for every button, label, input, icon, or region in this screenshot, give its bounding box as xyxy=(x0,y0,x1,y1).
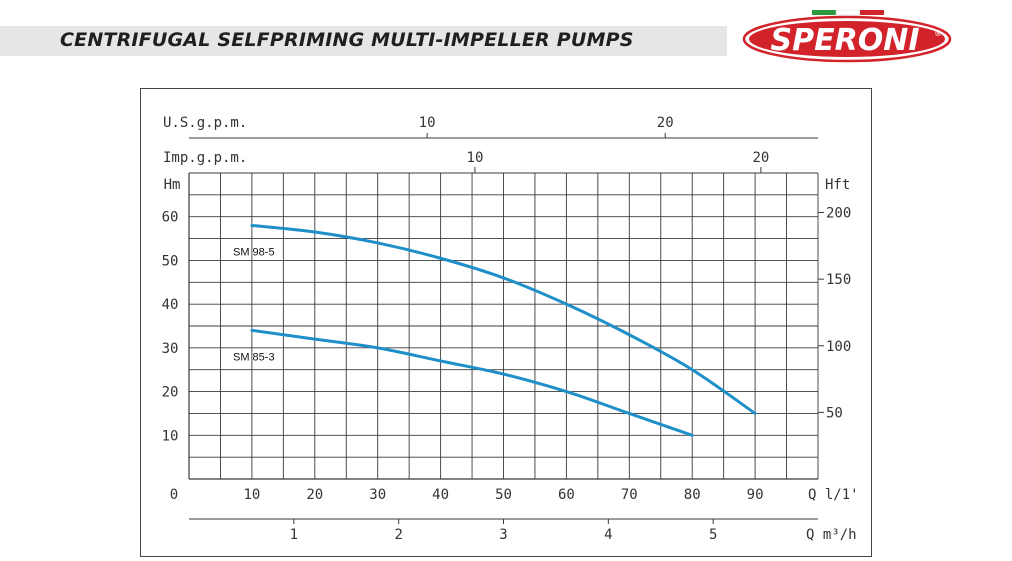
x-axis-label: Q l/1' xyxy=(808,487,859,503)
m3h-tick-label: 4 xyxy=(604,527,612,543)
series-line-2 xyxy=(250,328,694,437)
logo-inner-ellipse xyxy=(749,21,945,57)
page-title: CENTRIFUGAL SELFPRIMING MULTI-IMPELLER P… xyxy=(60,29,634,51)
y-tick-label: 40 xyxy=(162,297,179,313)
impgpm-tick-label: 10 xyxy=(467,150,484,166)
flag-red-stripe xyxy=(860,10,884,15)
x-tick-label: 30 xyxy=(369,487,386,503)
x-tick-label: 40 xyxy=(432,487,449,503)
x-tick-label: 10 xyxy=(243,487,260,503)
usgpm-tick-label: 10 xyxy=(419,115,436,131)
y-right-tick-label: 100 xyxy=(826,339,851,355)
y-axis-label-right: Hft xyxy=(825,177,850,193)
flag-green-stripe xyxy=(812,10,836,15)
m3h-tick-label: 1 xyxy=(290,527,298,543)
x-tick-label: 90 xyxy=(747,487,764,503)
chart-frame xyxy=(140,88,872,557)
impgpm-axis-label: Imp.g.p.m. xyxy=(163,150,247,166)
y-right-tick-label: 200 xyxy=(826,206,851,222)
impgpm-tick-label: 20 xyxy=(752,150,769,166)
x-tick-label: 60 xyxy=(558,487,575,503)
m3h-tick-label: 3 xyxy=(499,527,507,543)
x-tick-label: 50 xyxy=(495,487,512,503)
m3h-axis-label: Q m³/h xyxy=(806,527,857,543)
y-axis-label-left: Hm xyxy=(164,177,181,193)
m3h-tick-label: 5 xyxy=(709,527,717,543)
series-label-1: SM 98-5 xyxy=(233,246,275,258)
y-tick-label: 10 xyxy=(162,428,179,444)
x-tick-label: 80 xyxy=(684,487,701,503)
usgpm-tick-label: 20 xyxy=(657,115,674,131)
y-right-tick-label: 50 xyxy=(826,405,843,421)
usgpm-axis-label: U.S.g.p.m. xyxy=(163,115,247,131)
header-bar xyxy=(0,26,727,56)
y-tick-label: 20 xyxy=(162,385,179,401)
y-right-tick-label: 150 xyxy=(826,272,851,288)
speroni-logo: SPERONI ® xyxy=(742,10,952,63)
x-tick-label: 0 xyxy=(170,487,178,503)
m3h-tick-label: 2 xyxy=(394,527,402,543)
y-tick-label: 50 xyxy=(162,253,179,269)
logo-brand-text: SPERONI xyxy=(771,23,920,58)
series-label-2: SM 85-3 xyxy=(233,351,275,363)
y-tick-label: 30 xyxy=(162,341,179,357)
logo-registered-mark: ® xyxy=(934,29,942,38)
y-tick-label: 60 xyxy=(162,210,179,226)
x-tick-label: 70 xyxy=(621,487,638,503)
series-line-1 xyxy=(250,223,757,415)
x-tick-label: 20 xyxy=(306,487,323,503)
